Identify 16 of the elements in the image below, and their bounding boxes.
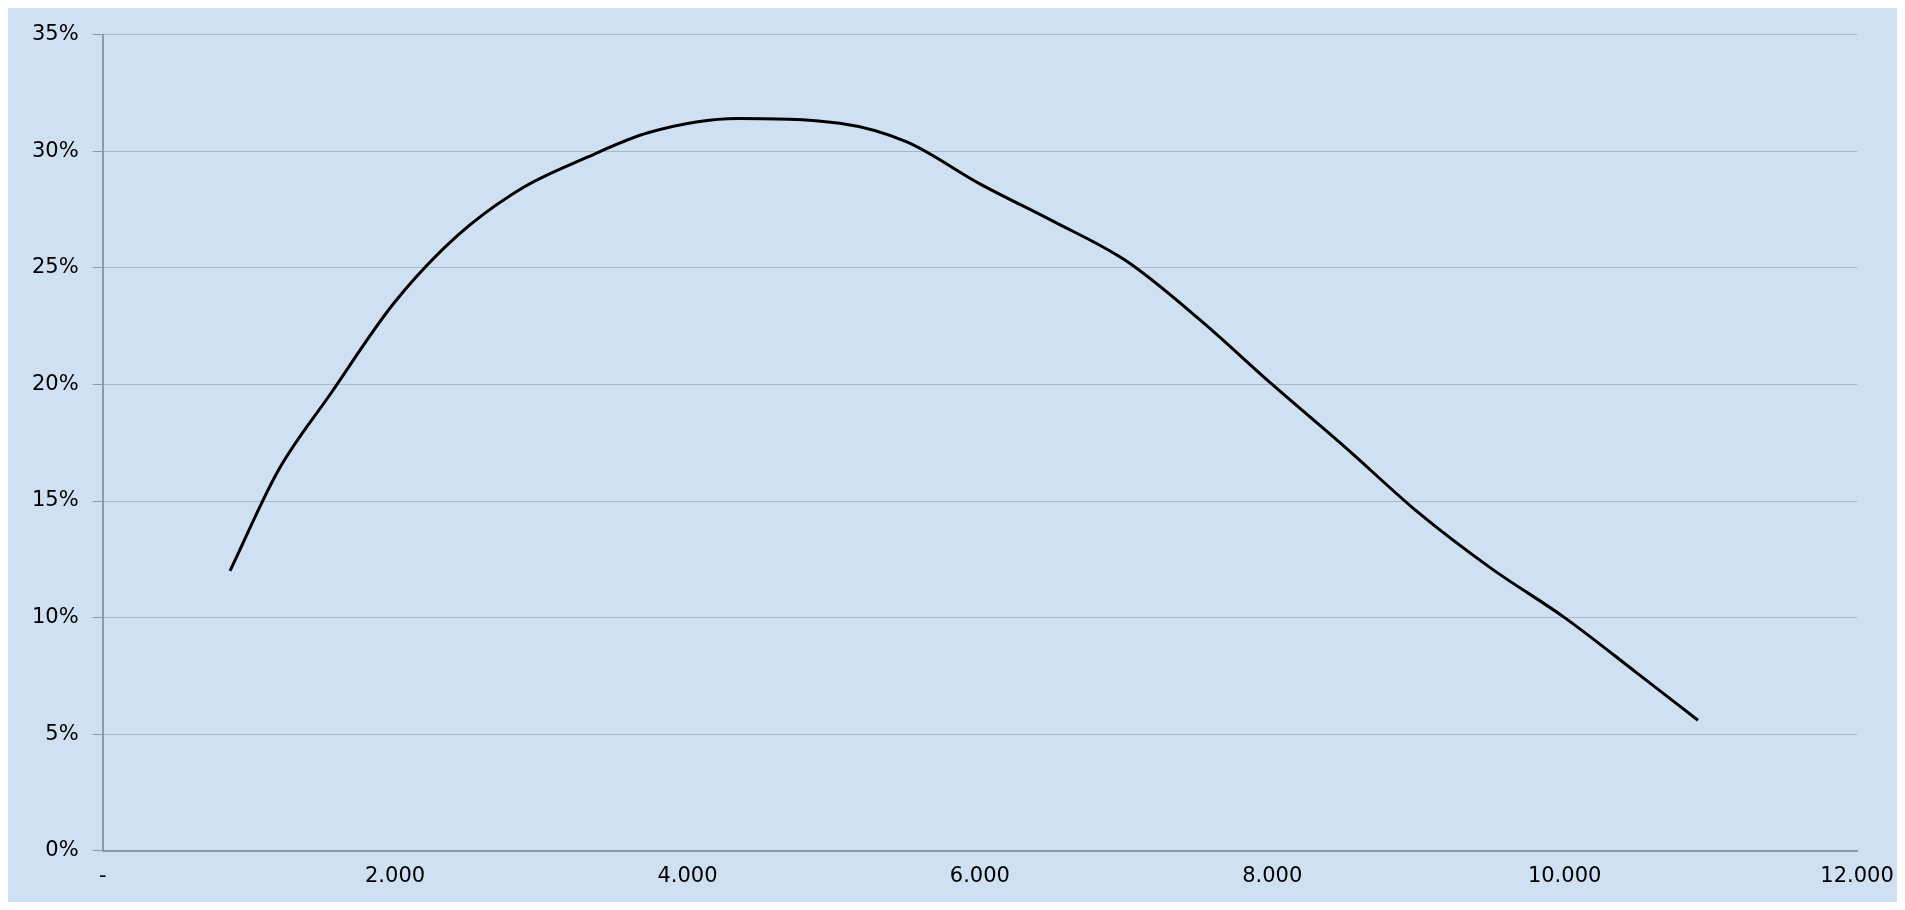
y-tick-label: 5% (45, 720, 79, 745)
x-tick-label: 6.000 (949, 862, 1010, 887)
x-tick-label: 4.000 (657, 862, 718, 887)
y-tick-label: 0% (45, 837, 79, 862)
y-tick-label: 10% (31, 604, 79, 629)
y-tick-label: 15% (31, 487, 79, 512)
x-tick-label: 2.000 (365, 862, 426, 887)
x-tick-label: - (98, 862, 107, 887)
x-tick-label: 12.000 (1820, 862, 1894, 887)
y-tick-label: 30% (31, 137, 79, 162)
x-tick-label: 10.000 (1527, 862, 1602, 887)
line-series (228, 117, 1700, 722)
y-tick-label: 20% (31, 370, 79, 395)
y-tick-label: 25% (31, 254, 79, 279)
y-tick-label: 35% (31, 21, 79, 46)
x-tick-label: 8.000 (1242, 862, 1303, 887)
